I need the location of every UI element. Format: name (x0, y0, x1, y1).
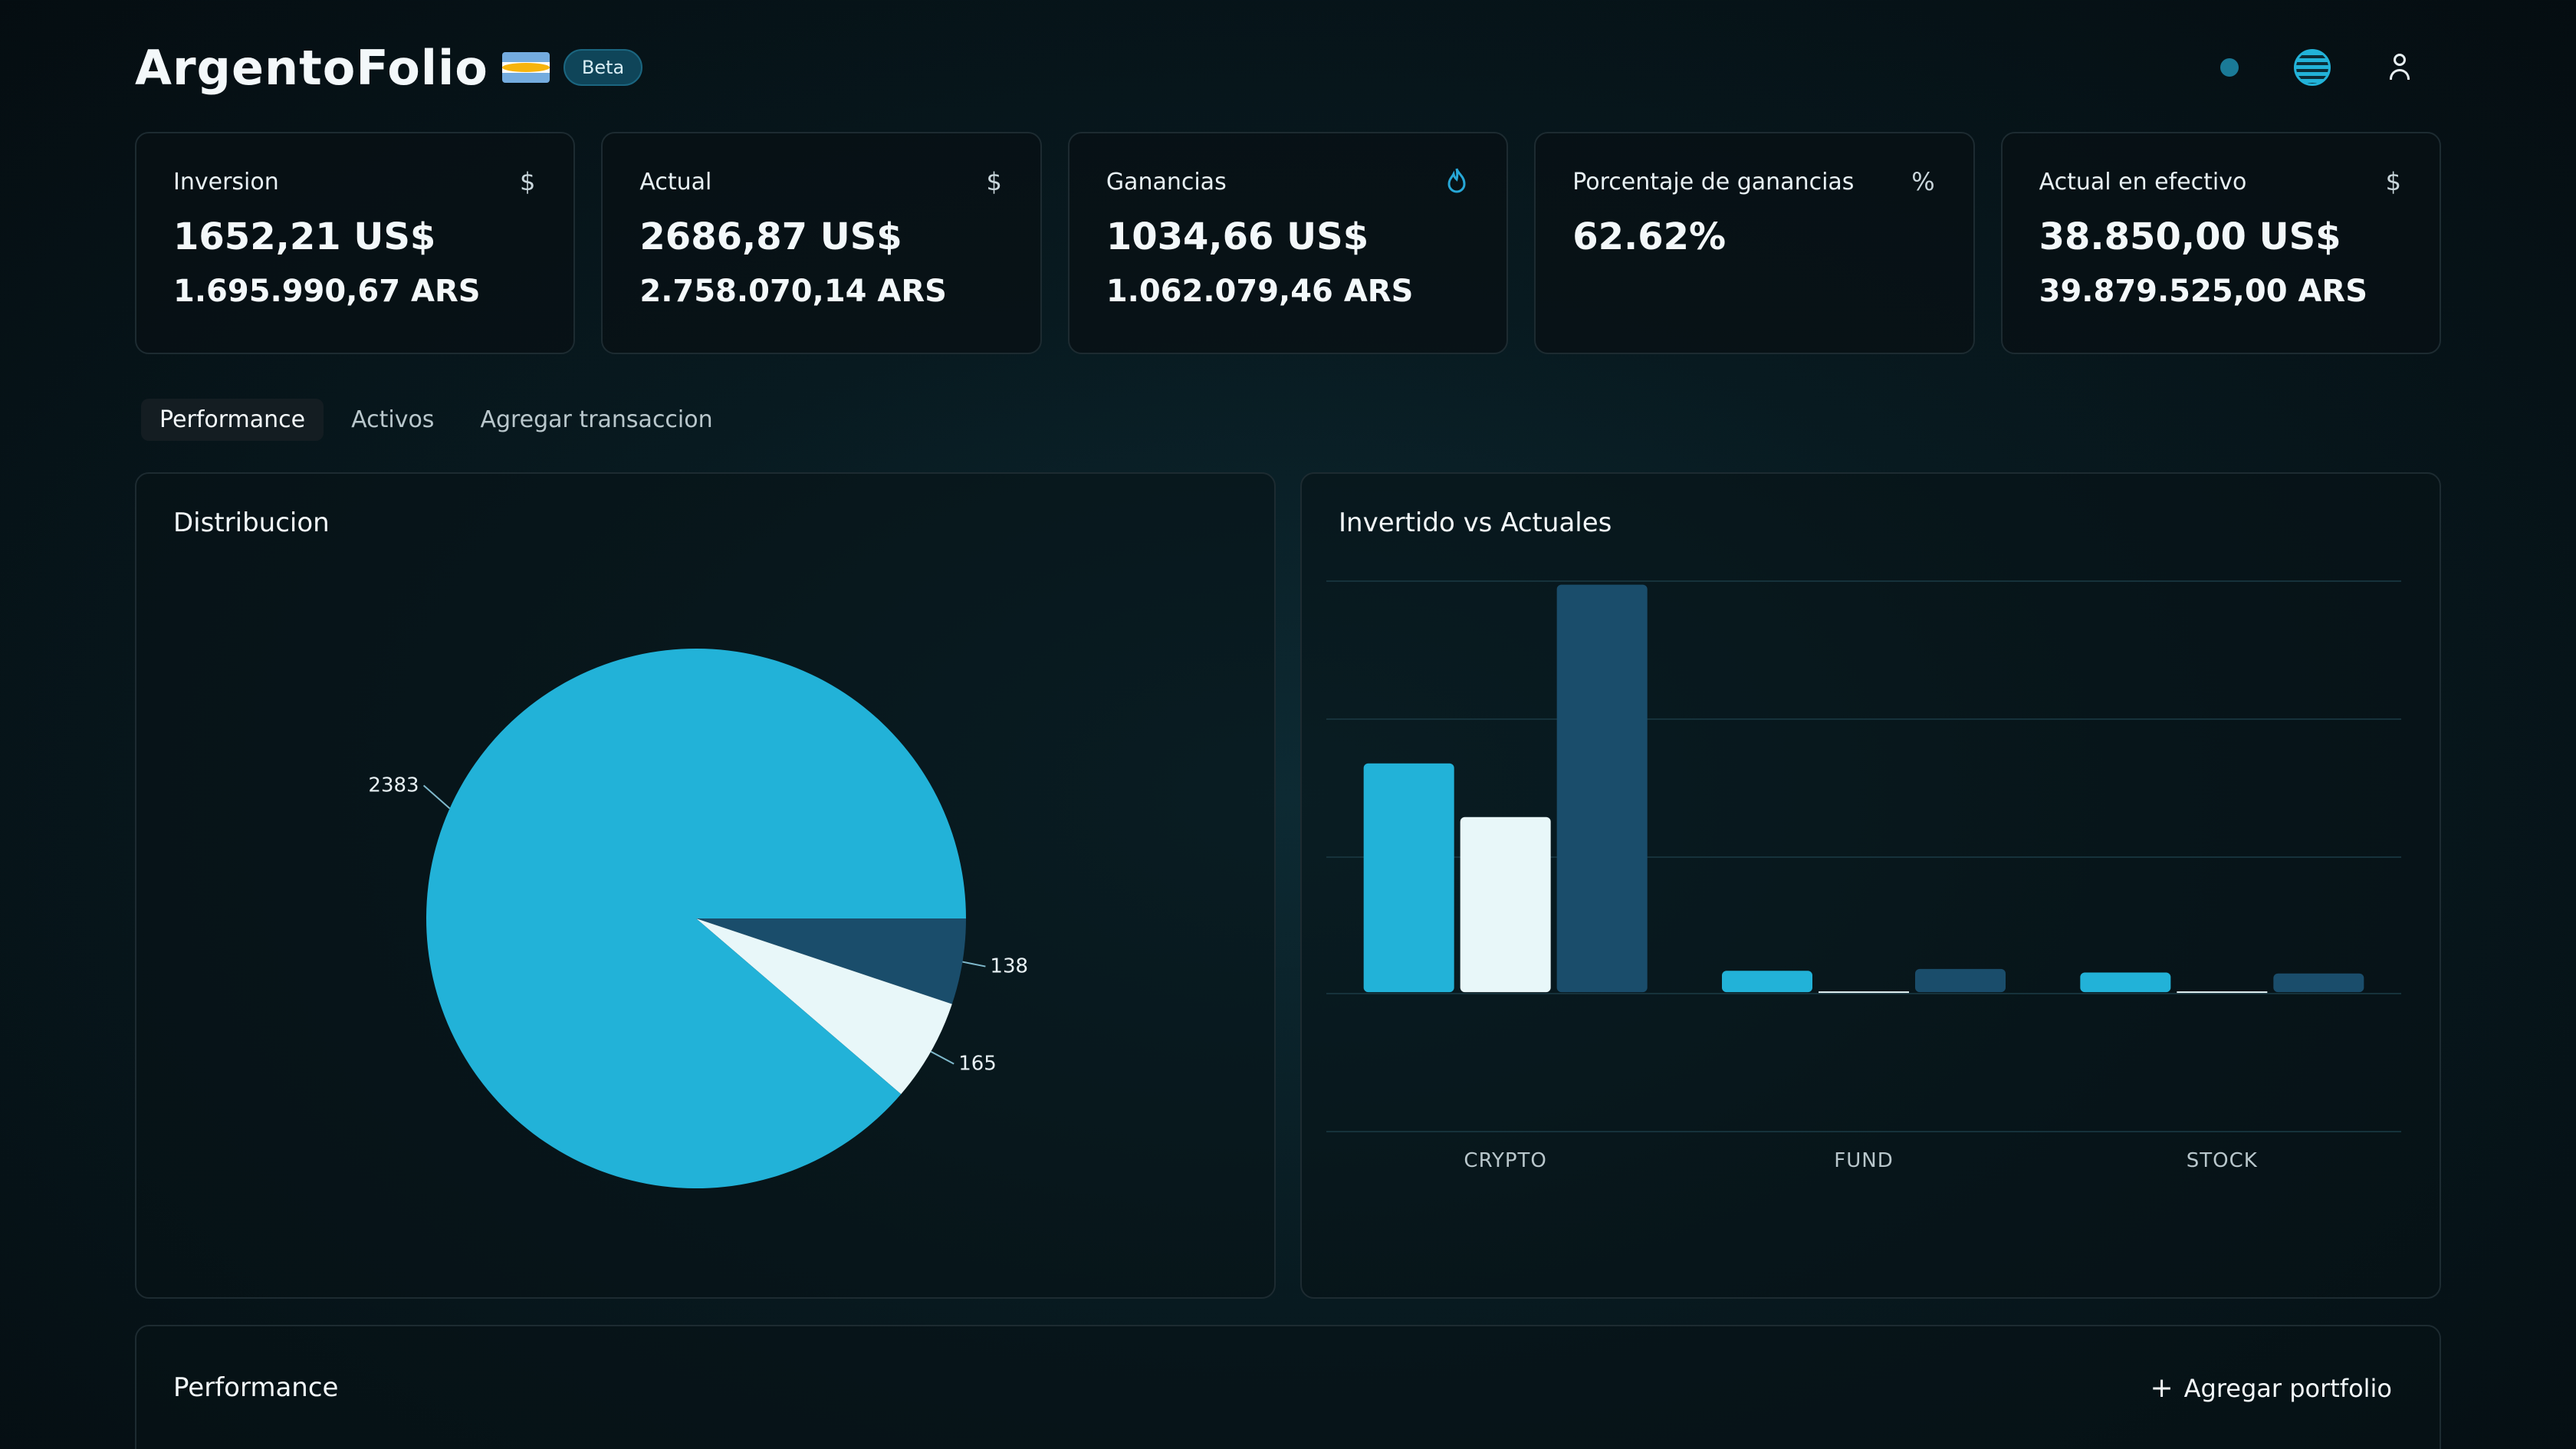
plus-icon: + (2150, 1372, 2174, 1404)
distribution-panel: Distribucion 138 165 2383 (135, 472, 1276, 1299)
beta-badge: Beta (563, 49, 643, 86)
status-dot-icon[interactable] (2220, 58, 2239, 77)
summary-cards: Inversion $ 1652,21 US$ 1.695.990,67 ARS… (135, 132, 2442, 354)
dollar-icon: $ (986, 167, 1002, 196)
pie-label-line (962, 961, 986, 968)
main-tabs: Performance Activos Agregar transaccion (141, 399, 731, 441)
card-efectivo: Actual en efectivo $ 38.850,00 US$ 39.87… (2000, 132, 2442, 354)
performance-panel: Performance + Agregar portfolio (135, 1325, 2441, 1449)
tab-agregar-transaccion[interactable]: Agregar transaccion (480, 406, 713, 433)
argentina-flag-icon (501, 52, 550, 83)
add-portfolio-button[interactable]: + Agregar portfolio (2150, 1372, 2392, 1404)
pie-slice-165[interactable] (696, 918, 952, 1095)
card-title: Actual en efectivo (2039, 169, 2247, 196)
card-usd-value: 1652,21 US$ (173, 215, 436, 258)
comparison-panel: Invertido vs Actuales CRYPTO FUND STOCK (1300, 472, 2441, 1299)
bar-stock-0[interactable] (2080, 972, 2171, 993)
card-usd-value: 38.850,00 US$ (2039, 215, 2341, 258)
card-ars-value: 39.879.525,00 ARS (2039, 274, 2368, 309)
performance-title: Performance (173, 1372, 339, 1403)
pie-label-line (930, 1050, 955, 1065)
percent-icon: % (1911, 167, 1935, 196)
card-title: Porcentaje de ganancias (1572, 169, 1855, 196)
card-title: Inversion (173, 169, 279, 196)
comparison-bar-chart: CRYPTO FUND STOCK (1326, 580, 2401, 1172)
card-usd-value: 2686,87 US$ (639, 215, 902, 258)
user-icon[interactable] (2386, 52, 2413, 83)
comparison-title: Invertido vs Actuales (1339, 508, 1612, 538)
card-actual: Actual $ 2686,87 US$ 2.758.070,14 ARS (601, 132, 1042, 354)
tab-activos[interactable]: Activos (351, 406, 435, 433)
bar-crypto-1[interactable] (1460, 816, 1551, 993)
card-percent-value: 62.62% (1572, 215, 1727, 258)
card-porcentaje: Porcentaje de ganancias % 62.62% (1534, 132, 1975, 354)
distribution-pie-chart: 138 165 2383 (368, 649, 1028, 1189)
x-tick-fund: FUND (1834, 1149, 1893, 1172)
tab-performance[interactable]: Performance (141, 399, 324, 441)
dollar-icon: $ (2385, 167, 2402, 196)
pie-slice-138[interactable] (696, 918, 966, 1004)
header-actions (2220, 49, 2441, 86)
app-logo[interactable]: ArgentoFolio (135, 39, 488, 96)
distribution-title: Distribucion (173, 508, 330, 538)
bar-fund-0[interactable] (1722, 971, 1812, 993)
bar-stock-2[interactable] (2273, 973, 2364, 993)
card-ars-value: 2.758.070,14 ARS (639, 274, 947, 309)
card-title: Actual (639, 169, 712, 196)
bar-crypto-0[interactable] (1363, 763, 1454, 993)
bar-fund-2[interactable] (1915, 968, 2006, 993)
globe-icon[interactable] (2294, 49, 2331, 86)
dollar-icon: $ (520, 167, 536, 196)
pie-slice-2383[interactable] (426, 649, 966, 1189)
pie-label-165: 165 (958, 1053, 997, 1076)
flame-icon (1445, 167, 1468, 199)
pie-label-2383: 2383 (368, 774, 419, 797)
x-tick-crypto: CRYPTO (1464, 1149, 1546, 1172)
add-portfolio-label: Agregar portfolio (2183, 1373, 2392, 1403)
card-title: Ganancias (1106, 169, 1227, 196)
card-inversion: Inversion $ 1652,21 US$ 1.695.990,67 ARS (135, 132, 576, 354)
x-tick-stock: STOCK (2187, 1149, 2258, 1172)
card-usd-value: 1034,66 US$ (1106, 215, 1369, 258)
pie-label-line (422, 784, 451, 810)
card-ganancias: Ganancias 1034,66 US$ 1.062.079,46 ARS (1067, 132, 1509, 354)
bar-crypto-2[interactable] (1556, 584, 1648, 993)
card-ars-value: 1.695.990,67 ARS (173, 274, 481, 309)
card-ars-value: 1.062.079,46 ARS (1106, 274, 1414, 309)
app-header: ArgentoFolio Beta (135, 37, 2441, 98)
pie-label-138: 138 (990, 955, 1028, 978)
